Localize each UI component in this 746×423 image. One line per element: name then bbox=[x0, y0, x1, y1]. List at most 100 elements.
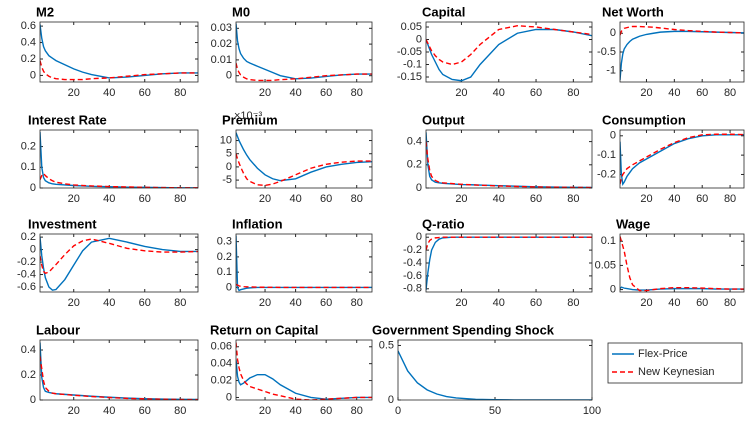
series-line bbox=[236, 132, 372, 182]
axes-box bbox=[39, 233, 199, 293]
x-tick-label: 40 bbox=[493, 87, 505, 99]
y-tick-label: 0 bbox=[388, 394, 394, 406]
x-tick-label: 60 bbox=[139, 405, 151, 417]
x-tick-label: 80 bbox=[174, 405, 186, 417]
y-tick-label: 0 bbox=[416, 231, 422, 243]
y-tick-label: 0 bbox=[416, 182, 422, 194]
axes-box bbox=[235, 339, 373, 401]
y-tick-label: 0 bbox=[610, 283, 616, 295]
series-line bbox=[426, 28, 592, 82]
x-tick-label: 40 bbox=[289, 87, 301, 99]
y-tick-label: 0.2 bbox=[407, 159, 422, 171]
series-line bbox=[620, 236, 744, 292]
x-tick-label: 60 bbox=[530, 193, 542, 205]
series-line bbox=[40, 24, 198, 79]
x-tick-label: 20 bbox=[455, 193, 467, 205]
series-line bbox=[426, 236, 592, 291]
x-tick-label: 60 bbox=[320, 87, 332, 99]
x-tick-label: 60 bbox=[320, 405, 332, 417]
x-tick-label: 80 bbox=[174, 87, 186, 99]
y-tick-label: 0.2 bbox=[21, 140, 36, 152]
x-tick-label: 80 bbox=[724, 297, 736, 309]
series-line bbox=[40, 237, 198, 291]
x-tick-label: 40 bbox=[289, 405, 301, 417]
panel-title: Q-ratio bbox=[422, 216, 465, 231]
y-tick-label: 0.02 bbox=[211, 38, 232, 50]
panel: Interest Rate 0 0.1 0.2 20 40 60 80 bbox=[21, 112, 199, 205]
x-tick-label: 20 bbox=[68, 87, 80, 99]
x-tick-label: 40 bbox=[103, 87, 115, 99]
series-line bbox=[426, 236, 592, 251]
y-tick-label: -0.4 bbox=[403, 257, 422, 269]
series-line bbox=[620, 133, 744, 185]
series-line bbox=[236, 359, 372, 400]
y-tick-label: 0.05 bbox=[401, 21, 422, 33]
x-tick-label: 80 bbox=[724, 193, 736, 205]
x-tick-label: 20 bbox=[68, 193, 80, 205]
y-tick-label: -0.8 bbox=[403, 283, 422, 295]
y-tick-label: 0 bbox=[226, 161, 232, 173]
panel: Government Spending Shock 0 0.5 0 50 100 bbox=[372, 322, 601, 416]
x-tick-label: 60 bbox=[139, 297, 151, 309]
panel: M0 0 0.01 0.02 0.03 20 40 60 80 bbox=[211, 4, 373, 99]
series-line bbox=[426, 132, 592, 188]
x-tick-label: 40 bbox=[103, 405, 115, 417]
panel-title: M0 bbox=[232, 4, 250, 19]
panel: Labour 0 0.2 0.4 20 40 60 80 bbox=[21, 322, 199, 417]
y-tick-label: -0.1 bbox=[597, 149, 616, 161]
x-tick-label: 20 bbox=[455, 297, 467, 309]
x-tick-label: 40 bbox=[289, 193, 301, 205]
y-tick-label: -0.6 bbox=[17, 281, 36, 293]
legend-box bbox=[607, 342, 743, 384]
panel-title: Return on Capital bbox=[210, 322, 318, 337]
panel-title: Capital bbox=[422, 4, 465, 19]
x-tick-label: 50 bbox=[489, 405, 501, 417]
panel: M2 0 0.2 0.4 0.6 20 40 60 80 bbox=[21, 4, 199, 99]
x-tick-label: 20 bbox=[259, 193, 271, 205]
x-tick-label: 60 bbox=[530, 87, 542, 99]
legend: Flex-Price New Keynesian bbox=[607, 342, 743, 384]
y-tick-label: 5 bbox=[226, 148, 232, 160]
y-tick-label: 0.3 bbox=[217, 236, 232, 248]
y-tick-label: 0 bbox=[30, 69, 36, 81]
x-tick-label: 20 bbox=[640, 87, 652, 99]
panel-title: Output bbox=[422, 112, 465, 127]
y-tick-label: -1 bbox=[606, 65, 616, 77]
x-tick-label: 20 bbox=[455, 87, 467, 99]
x-tick-label: 40 bbox=[103, 297, 115, 309]
x-tick-label: 60 bbox=[696, 193, 708, 205]
panel: Q-ratio -0.8-0.6-0.4-0.20 20 40 60 80 bbox=[403, 216, 593, 309]
x-tick-label: 80 bbox=[724, 87, 736, 99]
axes-box bbox=[235, 21, 373, 83]
x-tick-label: 60 bbox=[320, 193, 332, 205]
y-tick-label: 0.6 bbox=[21, 20, 36, 32]
axes-box bbox=[425, 129, 593, 189]
y-tick-label: -0.2 bbox=[403, 244, 422, 256]
panel: Premium×10⁻³ -505 10 20 40 60 80 bbox=[220, 110, 373, 205]
x-tick-label: 40 bbox=[289, 297, 301, 309]
x-tick-label: 80 bbox=[567, 193, 579, 205]
series-line bbox=[40, 172, 198, 188]
panel-title: Government Spending Shock bbox=[372, 322, 555, 337]
y-tick-label: 0.05 bbox=[595, 259, 616, 271]
y-tick-label: 0.02 bbox=[211, 374, 232, 386]
y-tick-label: 0.01 bbox=[211, 54, 232, 66]
series-line bbox=[620, 25, 744, 36]
x-tick-label: 20 bbox=[640, 193, 652, 205]
y-tick-label: 0.1 bbox=[217, 266, 232, 278]
y-tick-label: 0 bbox=[226, 281, 232, 293]
x-tick-label: 40 bbox=[668, 87, 680, 99]
series-line bbox=[236, 62, 372, 82]
panel-title: Wage bbox=[616, 216, 650, 231]
x-tick-label: 80 bbox=[174, 193, 186, 205]
x-tick-label: 0 bbox=[395, 405, 401, 417]
x-tick-label: 60 bbox=[320, 297, 332, 309]
panel-title: Premium bbox=[222, 112, 278, 127]
x-tick-label: 20 bbox=[68, 405, 80, 417]
y-tick-label: -0.1 bbox=[403, 58, 422, 70]
panel-title: Investment bbox=[28, 216, 97, 231]
series-line bbox=[398, 350, 592, 400]
x-tick-label: 60 bbox=[696, 87, 708, 99]
axes-box bbox=[235, 129, 373, 189]
